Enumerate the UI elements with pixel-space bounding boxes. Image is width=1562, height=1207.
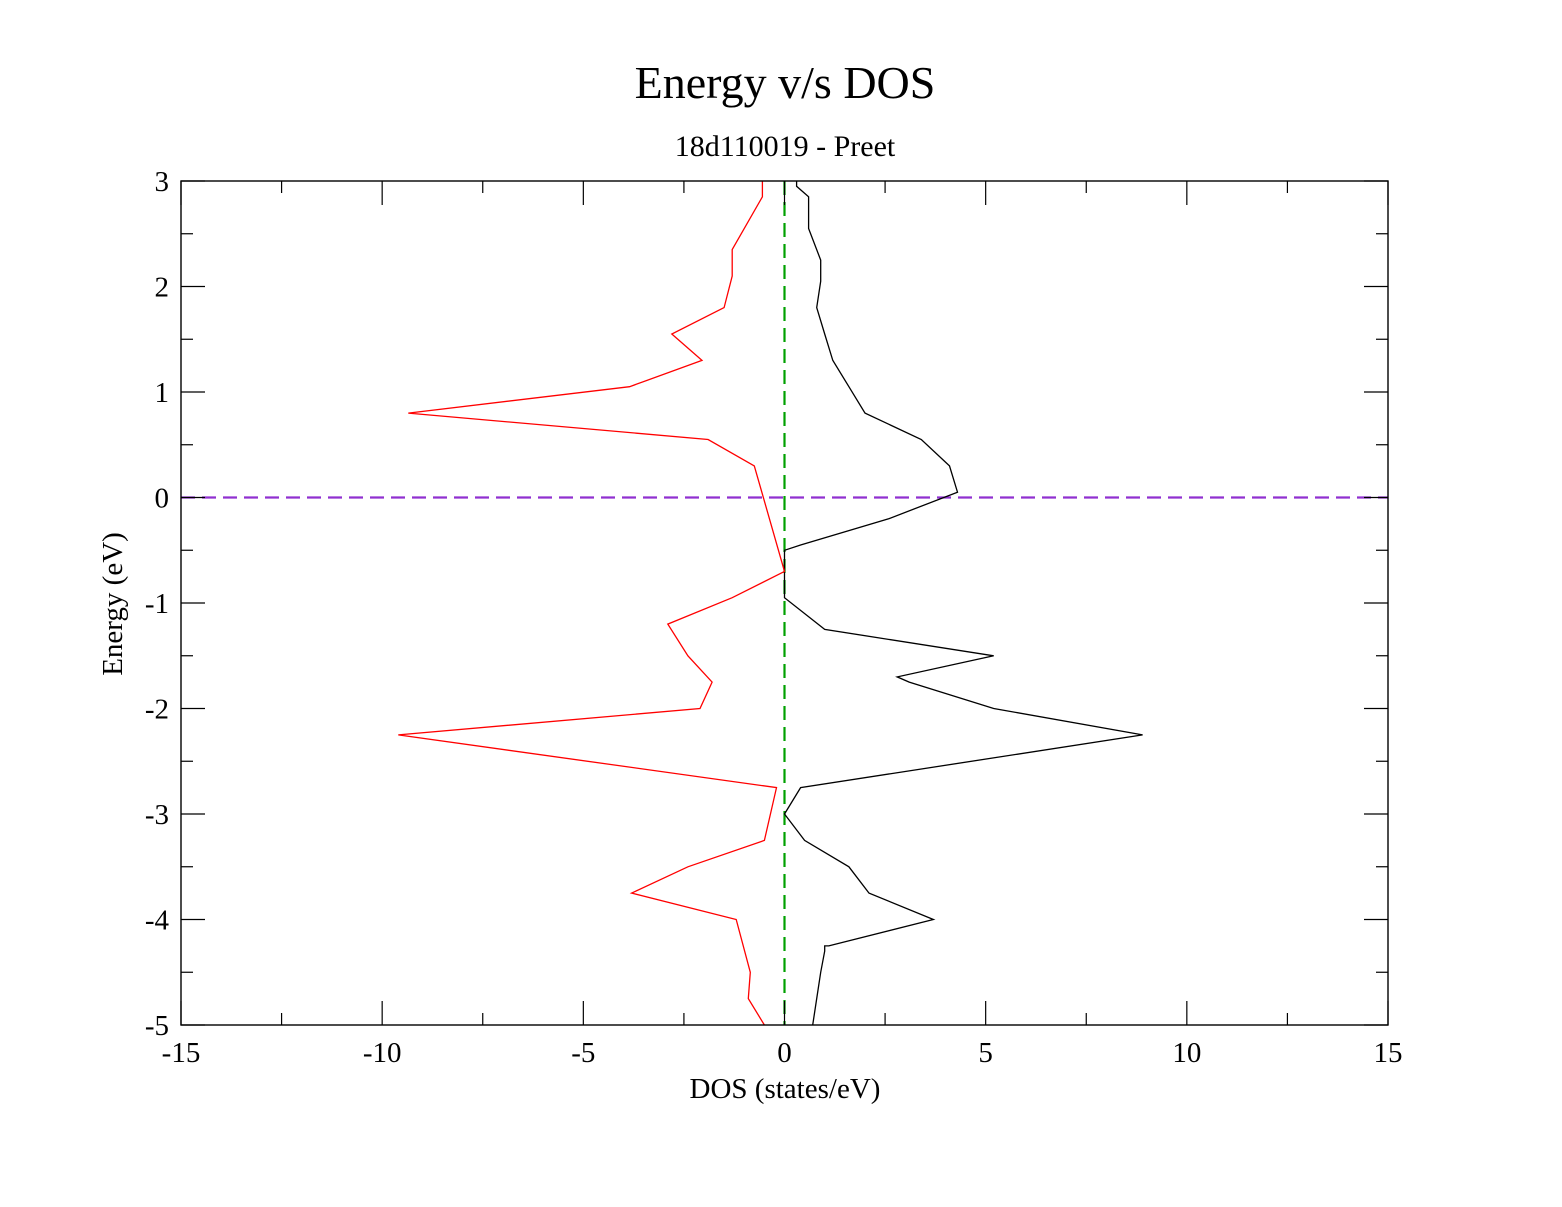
y-tick-label: -1 xyxy=(145,588,169,620)
y-tick-label: -2 xyxy=(145,694,169,726)
y-tick-label: -3 xyxy=(145,799,169,831)
y-tick-label: -5 xyxy=(145,1010,169,1042)
chart-subtitle: 18d110019 - Preet xyxy=(675,130,896,163)
x-tick-label: 0 xyxy=(777,1037,792,1069)
x-tick-label: 10 xyxy=(1172,1037,1201,1069)
y-tick-label: 0 xyxy=(155,483,170,515)
y-axis-label: Energy (eV) xyxy=(97,532,129,676)
series-line-2 xyxy=(398,181,786,1026)
x-axis-label: DOS (states/eV) xyxy=(690,1073,881,1105)
y-tick-label: 2 xyxy=(155,272,170,304)
x-tick-label: 5 xyxy=(978,1037,993,1069)
y-tick-label: 3 xyxy=(155,166,170,198)
x-tick-label: 15 xyxy=(1374,1037,1403,1069)
x-tick-label: -10 xyxy=(363,1037,402,1069)
series-line-1 xyxy=(783,181,1143,1026)
y-tick-label: 1 xyxy=(155,377,170,409)
x-tick-label: -5 xyxy=(571,1037,595,1069)
y-tick-label: -4 xyxy=(145,905,170,937)
x-tick-label: -15 xyxy=(162,1037,201,1069)
chart-title: Energy v/s DOS xyxy=(635,57,936,108)
tick-marks xyxy=(180,180,1389,1026)
